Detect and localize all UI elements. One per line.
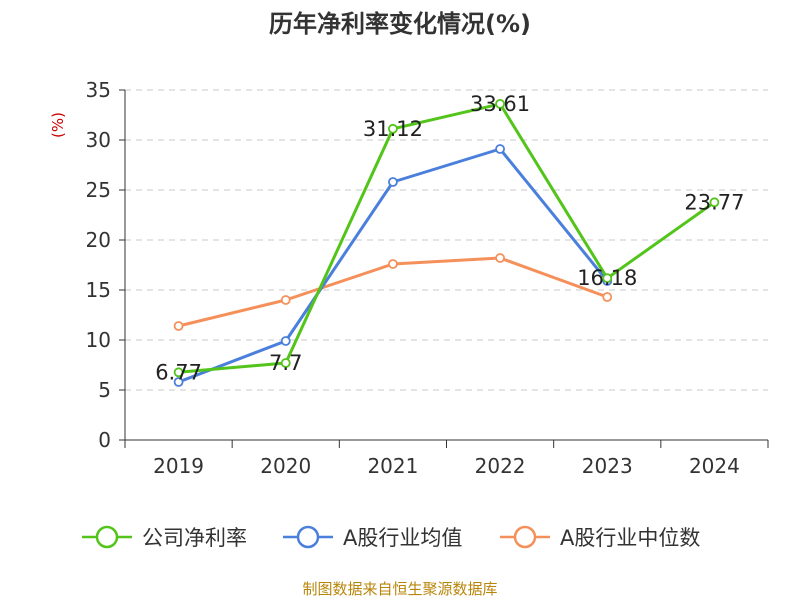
axis-layer: 0 5 10 15 20 25 30 35 2019 2020 2021 2022 2023 2024 (%… — [49, 78, 769, 478]
y-tick-label: 10 — [86, 328, 111, 352]
y-tick-label: 35 — [86, 78, 111, 102]
data-point — [173, 377, 184, 387]
legend: 公司净利率 A股行业均值 A股行业中位数 — [82, 525, 700, 550]
data-point — [388, 177, 398, 187]
x-tick-label: 2020 — [260, 454, 311, 478]
series-line — [178, 102, 716, 374]
y-tick-label: 20 — [86, 228, 111, 252]
data-point — [280, 295, 291, 305]
data-point — [280, 336, 291, 346]
x-tick-label: 2019 — [153, 454, 204, 478]
legend-marker — [513, 525, 537, 549]
x-tick-label: 2023 — [582, 454, 633, 478]
data-point — [602, 292, 613, 302]
data-label: 23.77 — [684, 190, 744, 214]
data-label: 16.18 — [577, 266, 637, 290]
data-point — [495, 253, 505, 263]
source-note: 制图数据来自恒生聚源数据库 — [302, 580, 498, 598]
data-label: 31.12 — [363, 117, 423, 141]
data-point — [388, 123, 398, 134]
data-point — [388, 259, 398, 269]
legend-marker — [296, 525, 320, 549]
data-point — [495, 144, 505, 154]
data-point — [173, 367, 184, 378]
legend-marker — [95, 525, 119, 549]
data-point — [280, 358, 291, 368]
y-tick-label: 0 — [98, 428, 111, 452]
data-label: 33.61 — [470, 92, 530, 116]
chart-title: 历年净利率变化情况(%) — [269, 10, 531, 38]
data-point — [602, 273, 613, 284]
data-label-layer: 6.77 7.7 31.12 33.61 16.18 23.77 — [155, 92, 744, 384]
x-tick-label: 2024 — [689, 454, 740, 478]
legend-label: 公司净利率 — [142, 526, 247, 550]
legend-label: A股行业均值 — [343, 526, 462, 550]
y-tick-label: 15 — [86, 278, 111, 302]
data-label: 6.77 — [155, 360, 202, 384]
y-tick-label: 5 — [98, 378, 111, 402]
y-tick-label: 25 — [86, 178, 111, 202]
series-layer — [173, 99, 720, 387]
legend-label: A股行业中位数 — [560, 526, 700, 550]
data-point — [709, 197, 720, 208]
y-axis-unit-label: (%) — [49, 112, 67, 138]
data-point — [173, 321, 184, 331]
x-tick-label: 2022 — [475, 454, 526, 478]
data-label: 7.7 — [269, 351, 302, 375]
x-tick-label: 2021 — [367, 454, 418, 478]
y-tick-label: 30 — [86, 128, 111, 152]
grid-layer — [125, 89, 768, 391]
data-point — [495, 99, 505, 109]
